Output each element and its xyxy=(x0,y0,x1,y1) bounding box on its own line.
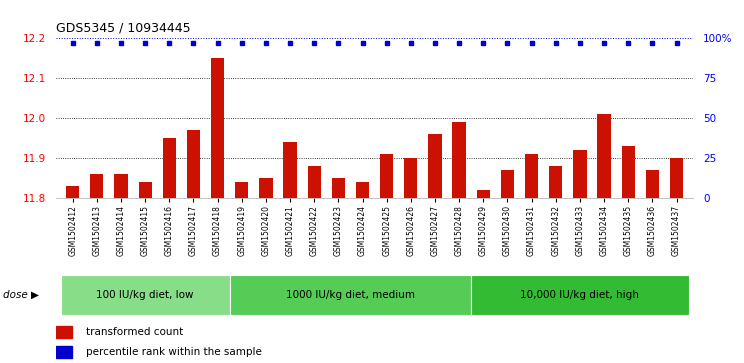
Text: 100 IU/kg diet, low: 100 IU/kg diet, low xyxy=(97,290,194,300)
Bar xyxy=(235,182,248,198)
Bar xyxy=(574,150,586,198)
Bar xyxy=(66,186,80,198)
Bar xyxy=(597,114,611,198)
Bar xyxy=(163,138,176,198)
Bar xyxy=(404,158,417,198)
Bar xyxy=(332,178,345,198)
Text: dose ▶: dose ▶ xyxy=(3,290,39,300)
Bar xyxy=(187,130,200,198)
Bar xyxy=(283,142,297,198)
Bar xyxy=(471,275,689,315)
Bar xyxy=(211,58,224,198)
Bar xyxy=(525,154,538,198)
Bar xyxy=(501,170,514,198)
Bar xyxy=(356,182,369,198)
Text: 1000 IU/kg diet, medium: 1000 IU/kg diet, medium xyxy=(286,290,415,300)
Bar xyxy=(549,166,562,198)
Bar xyxy=(60,275,230,315)
Bar xyxy=(90,174,103,198)
Bar xyxy=(452,122,466,198)
Bar xyxy=(230,275,471,315)
Bar xyxy=(670,158,683,198)
Bar xyxy=(621,146,635,198)
Text: percentile rank within the sample: percentile rank within the sample xyxy=(86,347,263,357)
Bar xyxy=(429,134,442,198)
Text: 10,000 IU/kg diet, high: 10,000 IU/kg diet, high xyxy=(521,290,639,300)
Bar xyxy=(477,190,490,198)
Bar xyxy=(115,174,128,198)
Bar xyxy=(138,182,152,198)
Bar xyxy=(259,178,272,198)
Bar xyxy=(56,346,72,358)
Bar xyxy=(307,166,321,198)
Bar xyxy=(56,326,72,338)
Text: transformed count: transformed count xyxy=(86,327,184,337)
Bar xyxy=(646,170,659,198)
Bar xyxy=(380,154,394,198)
Text: GDS5345 / 10934445: GDS5345 / 10934445 xyxy=(56,21,190,34)
